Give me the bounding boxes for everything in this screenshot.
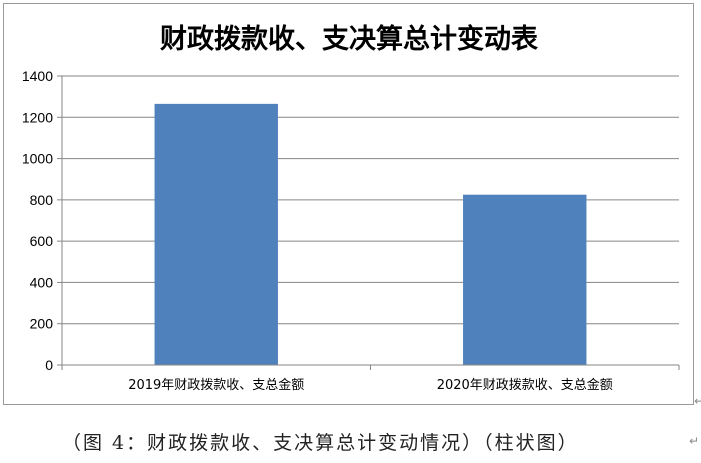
y-tick-label: 800 <box>30 192 54 208</box>
bar <box>154 103 278 365</box>
figure-caption: （图 4：财政拨款收、支决算总计变动情况）（柱状图） <box>62 432 579 454</box>
return-mark: ↵ <box>694 394 701 408</box>
bar <box>463 194 587 365</box>
y-tick-label: 400 <box>30 274 54 290</box>
bar-layer <box>154 103 587 365</box>
y-tick-label: 0 <box>45 357 53 373</box>
axis-layer: 0 200 400 600 800 1000 1200 1400 2019年财政拨款收、支总金额… <box>22 68 680 393</box>
y-tick-label: 1400 <box>22 68 53 84</box>
y-tick-label: 200 <box>30 316 54 332</box>
y-tick-label: 600 <box>30 233 54 249</box>
x-category-label: 2020年财政拨款收、支总金额 <box>437 377 613 393</box>
x-category-label: 2019年财政拨款收、支总金额 <box>128 377 304 393</box>
y-tick-label: 1000 <box>22 151 53 167</box>
chart-title: 财政拨款收、支决算总计变动表 <box>160 23 538 55</box>
bar-chart: 财政拨款收、支决算总计变动表 0 200 400 600 800 1000 1200 1400… <box>22 23 680 393</box>
chart-frame: 财政拨款收、支决算总计变动表 0 200 400 600 800 1000 1200 1400… <box>3 3 694 405</box>
return-mark: ↵ <box>689 434 700 448</box>
y-tick-label: 1200 <box>22 109 53 125</box>
